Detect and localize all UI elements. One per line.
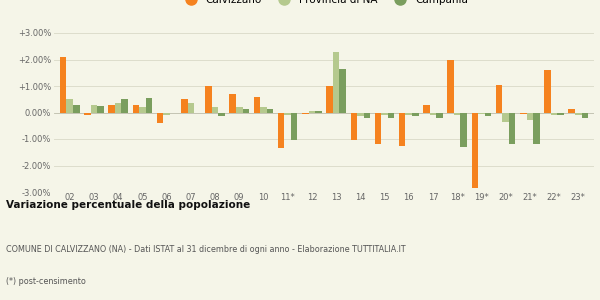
Bar	[109, 105, 115, 112]
Bar	[181, 99, 188, 112]
Bar	[163, 112, 170, 115]
Bar	[350, 112, 357, 140]
Bar	[260, 107, 267, 112]
Bar	[67, 99, 73, 112]
Bar	[278, 112, 284, 148]
Bar	[375, 112, 381, 144]
Bar	[399, 112, 406, 146]
Bar	[423, 105, 430, 112]
Text: (*) post-censimento: (*) post-censimento	[6, 278, 86, 286]
Text: COMUNE DI CALVIZZANO (NA) - Dati ISTAT al 31 dicembre di ogni anno - Elaborazion: COMUNE DI CALVIZZANO (NA) - Dati ISTAT a…	[6, 244, 406, 253]
Bar	[544, 70, 551, 112]
Bar	[575, 112, 581, 115]
Text: Variazione percentuale della popolazione: Variazione percentuale della popolazione	[6, 200, 250, 209]
Bar	[212, 107, 218, 112]
Bar	[485, 112, 491, 116]
Bar	[581, 112, 588, 118]
Bar	[472, 112, 478, 188]
Bar	[157, 112, 163, 123]
Bar	[509, 112, 515, 144]
Bar	[527, 112, 533, 120]
Bar	[284, 112, 291, 115]
Bar	[84, 112, 91, 115]
Bar	[91, 105, 97, 112]
Bar	[568, 109, 575, 112]
Bar	[357, 112, 364, 116]
Bar	[340, 69, 346, 112]
Bar	[254, 97, 260, 112]
Bar	[520, 112, 527, 114]
Bar	[502, 112, 509, 122]
Bar	[454, 112, 460, 115]
Bar	[291, 112, 298, 140]
Bar	[97, 106, 104, 112]
Bar	[146, 98, 152, 112]
Bar	[308, 111, 315, 112]
Bar	[388, 112, 394, 118]
Bar	[436, 112, 443, 118]
Bar	[412, 112, 419, 116]
Bar	[333, 52, 340, 112]
Bar	[326, 86, 333, 112]
Bar	[533, 112, 539, 144]
Bar	[364, 112, 370, 118]
Bar	[242, 109, 249, 112]
Bar	[551, 112, 557, 115]
Bar	[188, 103, 194, 112]
Bar	[73, 105, 80, 112]
Bar	[381, 112, 388, 115]
Bar	[229, 94, 236, 112]
Bar	[133, 105, 139, 112]
Bar	[139, 107, 146, 112]
Bar	[115, 103, 121, 112]
Bar	[496, 85, 502, 112]
Legend: Calvizzano, Provincia di NA, Campania: Calvizzano, Provincia di NA, Campania	[176, 0, 472, 9]
Bar	[315, 111, 322, 112]
Bar	[406, 112, 412, 115]
Bar	[557, 112, 564, 115]
Bar	[460, 112, 467, 147]
Bar	[205, 86, 212, 112]
Bar	[448, 59, 454, 112]
Bar	[236, 107, 242, 112]
Bar	[121, 99, 128, 112]
Bar	[478, 112, 485, 114]
Bar	[60, 57, 67, 112]
Bar	[302, 112, 308, 114]
Bar	[218, 112, 225, 116]
Bar	[267, 109, 273, 112]
Bar	[430, 112, 436, 115]
